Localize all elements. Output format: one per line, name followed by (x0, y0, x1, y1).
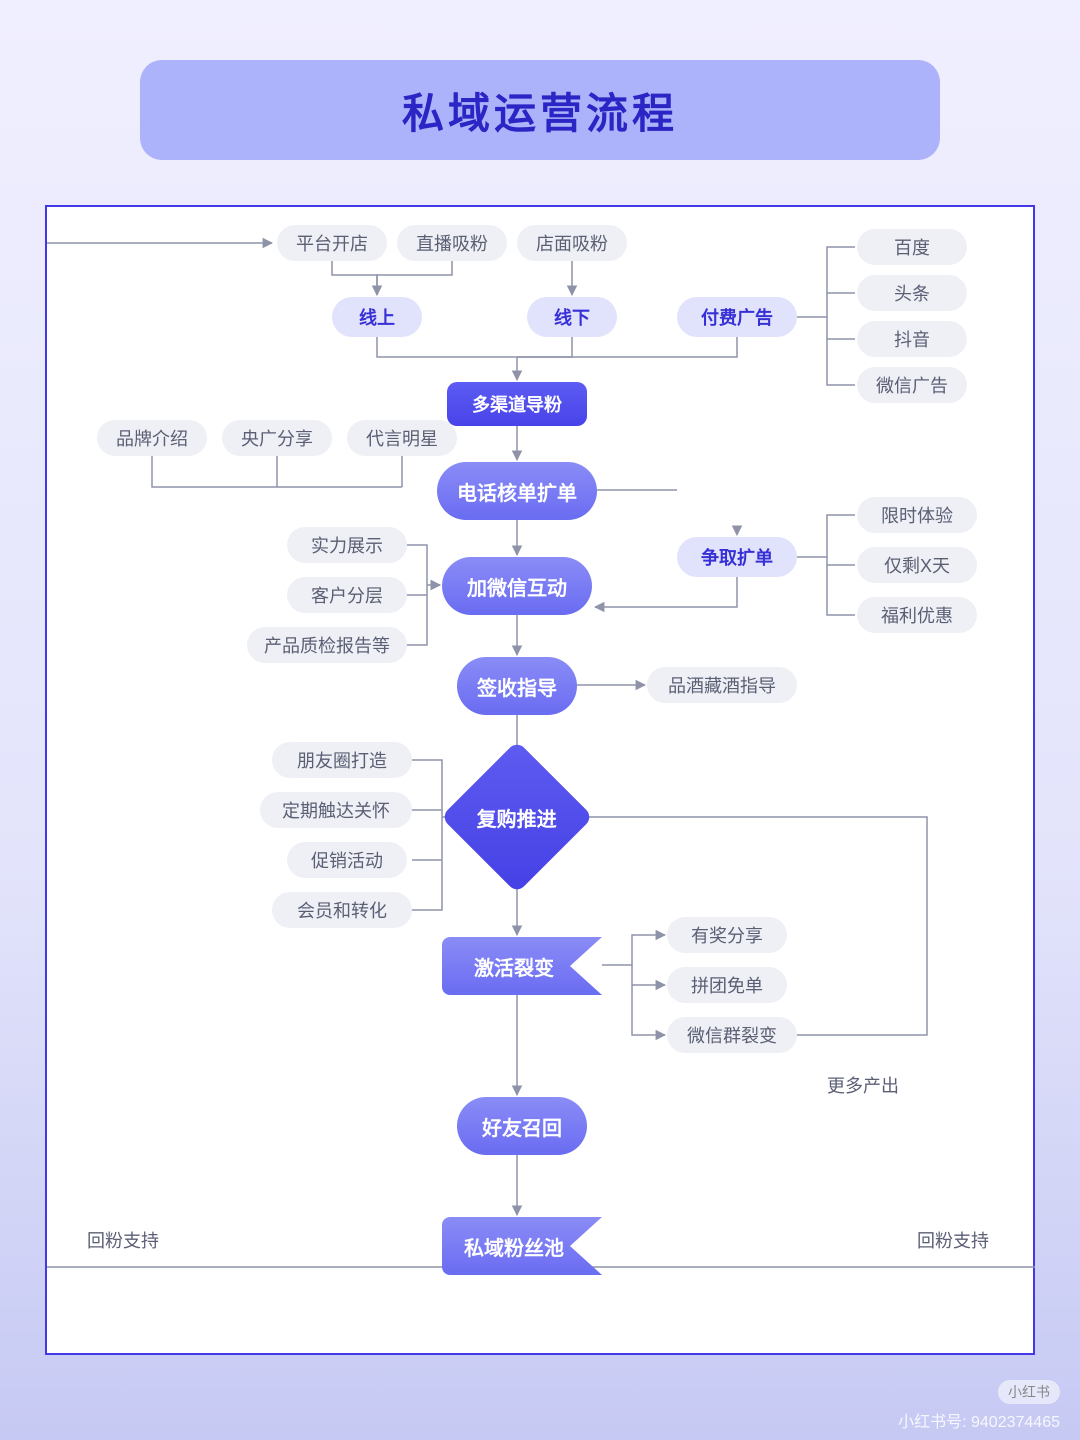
node-trial: 限时体验 (857, 497, 977, 533)
node-douyin: 抖音 (857, 321, 967, 357)
label-backfans-left: 回粉支持 (87, 1227, 159, 1253)
node-online: 线上 (332, 297, 422, 337)
page-title: 私域运营流程 (402, 80, 678, 141)
node-expand-order: 争取扩单 (677, 537, 797, 577)
flowchart-canvas: 平台开店 直播吸粉 店面吸粉 线上 线下 付费广告 百度 头条 抖音 微信广告 … (45, 205, 1035, 1355)
label-backfans-right: 回粉支持 (917, 1227, 989, 1253)
node-wxgroup-fission: 微信群裂变 (667, 1017, 797, 1053)
node-group-free: 拼团免单 (667, 967, 787, 1003)
node-live-fans: 直播吸粉 (397, 225, 507, 261)
node-xdays: 仅剩X天 (857, 547, 977, 583)
node-wechat-interact: 加微信互动 (442, 557, 592, 615)
watermark-badge: 小红书 (998, 1380, 1060, 1404)
node-baidu: 百度 (857, 229, 967, 265)
node-customer-segment: 客户分层 (287, 577, 407, 613)
node-store-fans: 店面吸粉 (517, 225, 627, 261)
node-wx-ads: 微信广告 (857, 367, 967, 403)
node-qc-report: 产品质检报告等 (247, 627, 407, 663)
node-cctv-share: 央广分享 (222, 420, 332, 456)
node-multi-channel: 多渠道导粉 (447, 382, 587, 426)
node-moments: 朋友圈打造 (272, 742, 412, 778)
node-promo-benefit: 福利优惠 (857, 597, 977, 633)
node-reward-share: 有奖分享 (667, 917, 787, 953)
node-recall: 好友召回 (457, 1097, 587, 1155)
node-offline: 线下 (527, 297, 617, 337)
node-strength-show: 实力展示 (287, 527, 407, 563)
node-paid-ads: 付费广告 (677, 297, 797, 337)
node-member-convert: 会员和转化 (272, 892, 412, 928)
label-more-output: 更多产出 (827, 1072, 899, 1098)
node-star-endorse: 代言明星 (347, 420, 457, 456)
node-care: 定期触达关怀 (260, 792, 412, 828)
node-wine-guide: 品酒藏酒指导 (647, 667, 797, 703)
node-promo-activity: 促销活动 (287, 842, 407, 878)
watermark-account: 小红书号: 9402374465 (898, 1414, 1060, 1431)
node-brand-intro: 品牌介绍 (97, 420, 207, 456)
node-platform-store: 平台开店 (277, 225, 387, 261)
page-title-bar: 私域运营流程 (140, 60, 940, 160)
node-phone-expand: 电话核单扩单 (437, 462, 597, 520)
node-sign-guide: 签收指导 (457, 657, 577, 715)
node-toutiao: 头条 (857, 275, 967, 311)
watermark: 小红书 小红书号: 9402374465 (898, 1380, 1060, 1432)
